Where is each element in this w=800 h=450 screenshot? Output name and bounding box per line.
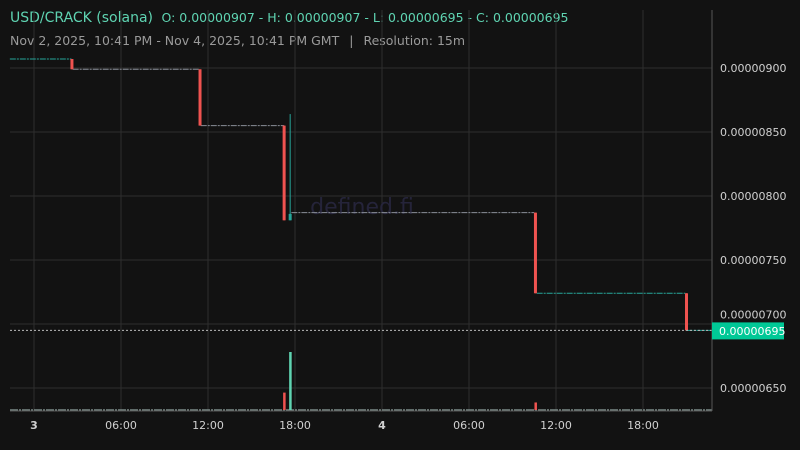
pair-title: USD/CRACK (solana)	[10, 10, 154, 26]
candle-down	[70, 59, 74, 70]
y-tick-label: 0.00000700	[720, 308, 786, 321]
grid	[10, 10, 712, 411]
y-tick-label: 0.00000850	[720, 126, 786, 139]
x-tick-label: 12:00	[540, 419, 572, 432]
date-range: Nov 2, 2025, 10:41 PM - Nov 4, 2025, 10:…	[10, 33, 340, 48]
ohlc-readout: O: 0.00000907 - H: 0.00000907 - L: 0.000…	[161, 10, 569, 25]
chart-marks	[9, 58, 718, 411]
chart-legend: USD/CRACK (solana) O: 0.00000907 - H: 0.…	[10, 10, 569, 26]
separator: |	[349, 33, 354, 48]
volume-bar	[283, 392, 286, 410]
y-tick-label: 0.00000750	[720, 254, 786, 267]
chart-subtitle: Nov 2, 2025, 10:41 PM - Nov 4, 2025, 10:…	[10, 33, 465, 48]
y-tick-label: 0.00000800	[720, 190, 786, 203]
x-tick-label: 18:00	[279, 419, 311, 432]
candle-down	[282, 125, 286, 221]
resolution[interactable]: Resolution: 15m	[363, 33, 466, 48]
volume-bar	[289, 352, 292, 410]
candle-down	[198, 69, 202, 126]
y-tick-label: 0.00000650	[720, 382, 786, 395]
x-tick-label: 4	[378, 419, 386, 432]
x-tick-label: 12:00	[192, 419, 224, 432]
x-tick-label: 3	[30, 419, 38, 432]
candle-down	[685, 293, 688, 331]
y-tick-label: 0.00000900	[720, 62, 786, 75]
x-tick-label: 06:00	[105, 419, 137, 432]
x-tick-label: 18:00	[627, 419, 659, 432]
x-tick-label: 06:00	[453, 419, 485, 432]
last-price-badge	[712, 322, 784, 340]
candle-down	[533, 212, 537, 294]
candle-up	[288, 213, 292, 221]
watermark: defined.fi	[310, 195, 414, 220]
last-price-label: 0.00000695	[719, 325, 785, 338]
axes: 0.00000650 0.00000700 0.00000750 0.00000800…	[10, 10, 786, 432]
volume-bar	[534, 402, 537, 410]
